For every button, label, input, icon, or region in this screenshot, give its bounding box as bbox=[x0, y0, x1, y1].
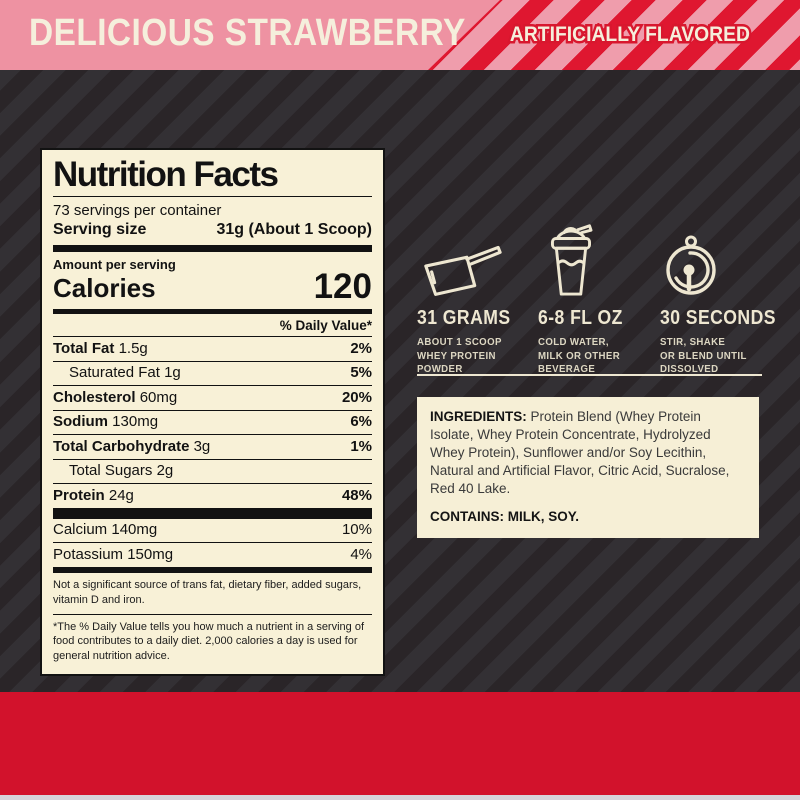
nutrient-name: Total Sugars bbox=[69, 462, 153, 480]
nutrient-name: Sodium bbox=[53, 413, 108, 431]
nutrition-row-cholesterol: Cholesterol 60mg 20% bbox=[53, 385, 372, 410]
nutrient-amount: 1.5g bbox=[118, 339, 148, 357]
ingredients-label: INGREDIENTS: bbox=[430, 409, 527, 424]
thick-rule bbox=[53, 507, 372, 519]
thick-rule bbox=[53, 566, 372, 573]
nutrient-amount: 150mg bbox=[127, 545, 174, 563]
serving-size-row: Serving size 31g (About 1 Scoop) bbox=[53, 220, 372, 245]
flavor-note-outline: ARTIFICIALLY FLAVORED bbox=[508, 21, 753, 49]
nutrient-dv: 4% bbox=[350, 545, 372, 563]
nutrition-facts-panel: Nutrition Facts 73 servings per containe… bbox=[40, 148, 385, 677]
nutrition-row-sodium: Sodium 130mg 6% bbox=[53, 409, 372, 435]
directions-steps: 31 GRAMS ABOUT 1 SCOOP WHEY PROTEIN POWD… bbox=[417, 218, 776, 377]
nutrient-name: Total Fat bbox=[53, 339, 115, 357]
bottom-edge-strip bbox=[0, 795, 800, 800]
scoop-icon bbox=[424, 245, 502, 296]
step-headline: 6-8 FL OZ bbox=[538, 307, 623, 329]
step-line: POWDER bbox=[417, 363, 463, 376]
shaker-icon bbox=[551, 224, 593, 296]
nutrient-dv: 2% bbox=[350, 339, 372, 357]
column-divider bbox=[417, 374, 762, 376]
daily-value-footnote: *The % Daily Value tells you how much a … bbox=[53, 613, 372, 666]
nutrient-amount: 130mg bbox=[112, 413, 159, 431]
nutrient-name: Potassium bbox=[53, 545, 124, 563]
step-headline: 30 SECONDS bbox=[660, 307, 776, 329]
nutrient-name: Protein bbox=[53, 486, 105, 504]
amount-per-serving-label: Amount per serving bbox=[53, 256, 176, 272]
calories-value: 120 bbox=[313, 266, 372, 306]
step-headline: 31 GRAMS bbox=[417, 307, 511, 329]
step-scoop-amount: 31 GRAMS ABOUT 1 SCOOP WHEY PROTEIN POWD… bbox=[417, 218, 538, 377]
calories-label: Calories bbox=[53, 273, 156, 304]
serving-size-value: 31g (About 1 Scoop) bbox=[216, 220, 372, 238]
step-liquid-amount: 6-8 FL OZ COLD WATER, MILK OR OTHER BEVE… bbox=[538, 218, 660, 377]
calories-row: Calories 120 bbox=[53, 266, 372, 307]
nutrition-row-total-carbohydrate: Total Carbohydrate 3g 1% bbox=[53, 434, 372, 459]
step-line: COLD WATER, bbox=[538, 336, 609, 348]
nutrition-row-total-sugars: Total Sugars 2g bbox=[53, 458, 372, 484]
timer-icon bbox=[666, 235, 716, 295]
nutrient-amount: 3g bbox=[193, 437, 211, 455]
divider bbox=[53, 195, 372, 197]
nutrient-dv: 20% bbox=[341, 388, 372, 406]
nutrient-name: Calcium bbox=[53, 521, 108, 539]
flavor-note-text: ARTIFICIALLY FLAVORED bbox=[509, 23, 750, 46]
nutrient-amount: 1g bbox=[164, 364, 181, 382]
nutrient-amount: 60mg bbox=[139, 388, 178, 406]
flavor-title: DELICIOUS STRAWBERRY bbox=[29, 11, 466, 54]
nutrient-dv: 6% bbox=[350, 413, 372, 431]
step-line: DISSOLVED bbox=[660, 363, 719, 376]
ingredients-box: INGREDIENTS: Protein Blend (Whey Protein… bbox=[417, 397, 759, 539]
thick-rule bbox=[53, 309, 372, 315]
nutrition-row-total-fat: Total Fat 1.5g 2% bbox=[53, 336, 372, 361]
step-line: ABOUT 1 SCOOP bbox=[417, 336, 502, 348]
nutrient-name: Total Carbohydrate bbox=[53, 437, 190, 455]
footer-banner: GLUTEN FREE 24 G PROTEIN bbox=[0, 692, 800, 795]
nutrition-row-protein: Protein 24g 48% bbox=[53, 483, 372, 508]
ingredients-text: Protein Blend (Whey Protein Isolate, Whe… bbox=[430, 409, 730, 497]
step-line: OR BLEND UNTIL bbox=[660, 349, 747, 362]
nutrient-dv: 10% bbox=[341, 521, 372, 539]
contains-text: CONTAINS: MILK, SOY. bbox=[430, 509, 580, 525]
nutrient-name: Cholesterol bbox=[53, 388, 136, 406]
nutrient-dv: 1% bbox=[350, 437, 372, 455]
nutrient-dv: 5% bbox=[350, 364, 372, 382]
serving-size-label: Serving size bbox=[53, 220, 147, 238]
nutrition-row-saturated-fat: Saturated Fat 1g 5% bbox=[53, 360, 372, 386]
nutrient-name: Saturated Fat bbox=[69, 364, 160, 382]
nutrient-amount: 140mg bbox=[111, 521, 158, 539]
servings-per-container: 73 servings per container bbox=[53, 201, 222, 219]
nutrition-row-potassium: Potassium 150mg 4% bbox=[53, 542, 372, 567]
step-mix-time: 30 SECONDS STIR, SHAKE OR BLEND UNTIL DI… bbox=[660, 218, 776, 377]
step-line: STIR, SHAKE bbox=[660, 336, 726, 348]
diagonal-stripes-decoration bbox=[428, 0, 800, 70]
not-significant-note: Not a significant source of trans fat, d… bbox=[53, 578, 362, 606]
thick-rule bbox=[53, 244, 372, 252]
nutrient-amount: 2g bbox=[156, 462, 174, 480]
nutrition-title: Nutrition Facts bbox=[53, 155, 279, 194]
flavor-note: ARTIFICIALLY FLAVORED ARTIFICIALLY FLAVO… bbox=[508, 21, 753, 49]
nutrient-amount: 24g bbox=[108, 486, 134, 504]
step-line: BEVERAGE bbox=[538, 363, 596, 376]
nutrition-row-calcium: Calcium 140mg 10% bbox=[53, 519, 372, 543]
flavor-banner: DELICIOUS STRAWBERRY ARTIFICIALLY FLAVOR… bbox=[0, 0, 800, 70]
step-line: MILK OR OTHER bbox=[538, 349, 621, 362]
step-line: WHEY PROTEIN bbox=[417, 349, 496, 362]
nutrient-dv: 48% bbox=[341, 486, 372, 504]
daily-value-header: % Daily Value* bbox=[279, 318, 372, 334]
